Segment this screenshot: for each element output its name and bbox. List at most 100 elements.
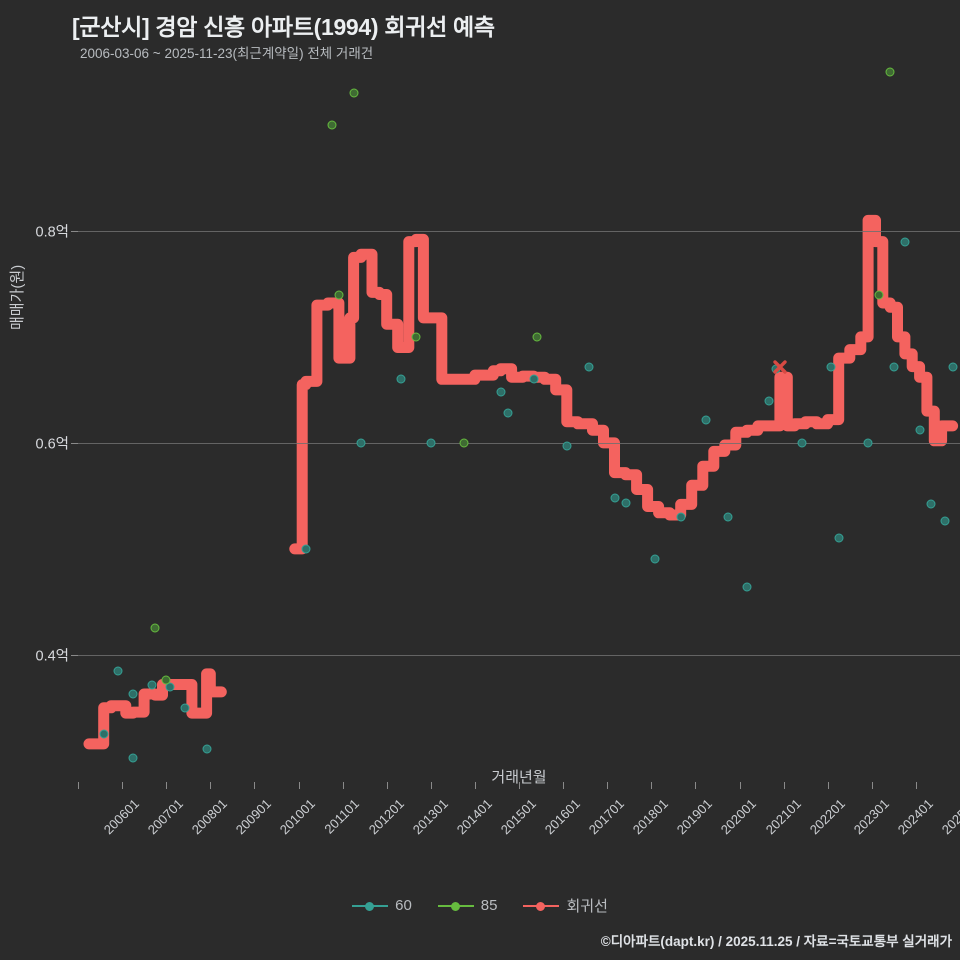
x-tick-label: 200601 <box>100 796 142 838</box>
y-tick-mark <box>71 654 78 656</box>
scatter-point-60 <box>503 408 513 418</box>
x-tick-mark <box>607 782 609 789</box>
x-tick-label: 201301 <box>409 796 451 838</box>
page-title: [군산시] 경암 신흥 아파트(1994) 회귀선 예측 <box>72 14 495 40</box>
x-tick-label: 202201 <box>806 796 848 838</box>
x-tick-label: 201701 <box>585 796 628 838</box>
x-tick-label: 202001 <box>718 796 760 838</box>
x-tick-label: 201201 <box>365 796 407 838</box>
scatter-point-85 <box>161 675 171 685</box>
y-tick-label: 0.4억 <box>35 648 70 665</box>
scatter-point-85 <box>349 88 359 98</box>
scatter-point-85 <box>334 290 344 300</box>
x-tick-label: 201901 <box>674 796 716 838</box>
legend-marker-icon <box>352 900 389 912</box>
scatter-point-85 <box>532 332 542 342</box>
x-tick-mark <box>915 782 917 789</box>
scatter-point-60 <box>863 438 873 448</box>
legend-item-85[interactable]: 85 <box>437 897 498 914</box>
chart-legend: 60 85 회귀선 <box>0 895 960 916</box>
x-tick-mark <box>651 782 653 789</box>
scatter-point-85 <box>327 120 337 130</box>
legend-label: 60 <box>395 897 412 914</box>
x-tick-label: 200701 <box>144 796 187 838</box>
x-tick-mark <box>519 782 520 789</box>
scatter-point-60 <box>900 237 910 247</box>
scatter-point-60 <box>496 387 506 397</box>
scatter-point-60 <box>764 396 774 405</box>
legend-label: 회귀선 <box>566 898 608 915</box>
scatter-point-60 <box>202 744 212 754</box>
x-tick-label: 200801 <box>188 796 231 838</box>
scatter-point-60 <box>926 499 936 509</box>
legend-label: 85 <box>480 897 498 914</box>
scatter-point-60 <box>650 554 660 564</box>
x-tick-label: 201401 <box>453 796 495 838</box>
prediction-x-marker <box>772 359 788 375</box>
scatter-point-60 <box>99 729 109 739</box>
x-tick-label: 201601 <box>541 796 583 838</box>
x-axis-ticks: 200601 200701 200801 200901 201001 201101 2012… <box>78 782 960 837</box>
y-tick-mark <box>71 442 78 444</box>
x-tick-mark <box>78 782 79 789</box>
scatter-point-60 <box>940 516 950 526</box>
x-tick-label: 201501 <box>497 796 539 838</box>
scatter-point-60 <box>948 362 958 372</box>
x-tick-label: 201801 <box>629 796 672 838</box>
scatter-point-60 <box>180 703 190 713</box>
scatter-point-60 <box>147 680 156 689</box>
scatter-point-85 <box>459 438 469 448</box>
y-tick-label: 0.6억 <box>35 436 70 453</box>
x-tick-mark <box>695 782 697 789</box>
scatter-point-60 <box>834 533 844 543</box>
scatter-point-60 <box>797 438 807 448</box>
x-tick-mark <box>430 782 432 789</box>
x-tick-mark <box>122 782 124 789</box>
x-tick-mark <box>298 782 300 789</box>
scatter-point-60 <box>889 362 899 372</box>
scatter-point-60 <box>610 493 620 503</box>
regression-path <box>83 668 227 750</box>
x-tick-mark <box>827 782 829 789</box>
chart-subtitle: 2006-03-06 ~ 2025-11-23(최근계약일) 전체 거래건 <box>80 46 374 61</box>
x-tick-mark <box>783 782 785 789</box>
x-tick-mark <box>474 782 476 789</box>
x-tick-mark <box>871 782 873 789</box>
scatter-point-60 <box>915 425 925 435</box>
x-tick-mark <box>342 782 344 789</box>
scatter-point-60 <box>356 438 366 448</box>
scatter-point-60 <box>529 374 539 384</box>
footer-credit: ©디아파트(dapt.kr) / 2025.11.25 / 자료=국토교통부 실… <box>600 934 952 949</box>
scatter-point-60 <box>396 374 406 384</box>
scatter-point-60 <box>113 666 123 676</box>
x-tick-label: 201001 <box>277 796 319 838</box>
regression-path <box>289 214 959 555</box>
gridline-y <box>78 654 960 656</box>
x-axis-label: 거래년월 <box>491 769 547 786</box>
y-tick-label: 0.8억 <box>35 224 70 241</box>
legend-item-회귀선[interactable]: 회귀선 <box>523 895 608 916</box>
scatter-point-60 <box>584 362 594 372</box>
x-tick-label: 202401 <box>894 796 936 838</box>
x-tick-mark <box>386 782 388 789</box>
x-tick-mark <box>563 782 565 789</box>
scatter-point-85 <box>885 67 895 77</box>
x-tick-label: 201101 <box>320 796 362 837</box>
legend-item-60[interactable]: 60 <box>352 897 412 914</box>
gridline-y <box>78 230 960 232</box>
scatter-point-60 <box>701 415 711 425</box>
x-tick-mark <box>210 782 212 789</box>
x-tick-mark <box>166 782 168 789</box>
plot-area: 0.8억 0.6억 0.4억 200601 200701 200801 200901 2010… <box>36 67 960 837</box>
scatter-point-60 <box>676 512 686 522</box>
x-tick-label: 200901 <box>233 796 275 838</box>
y-axis-label: 매매가(원) <box>9 264 26 330</box>
gridline-y <box>78 442 960 444</box>
scatter-point-60 <box>562 441 572 451</box>
scatter-point-60 <box>426 438 436 448</box>
scatter-point-60 <box>826 362 836 372</box>
scatter-point-85 <box>150 623 160 633</box>
x-tick-mark <box>739 782 741 789</box>
x-tick-label: 202101 <box>762 796 804 838</box>
